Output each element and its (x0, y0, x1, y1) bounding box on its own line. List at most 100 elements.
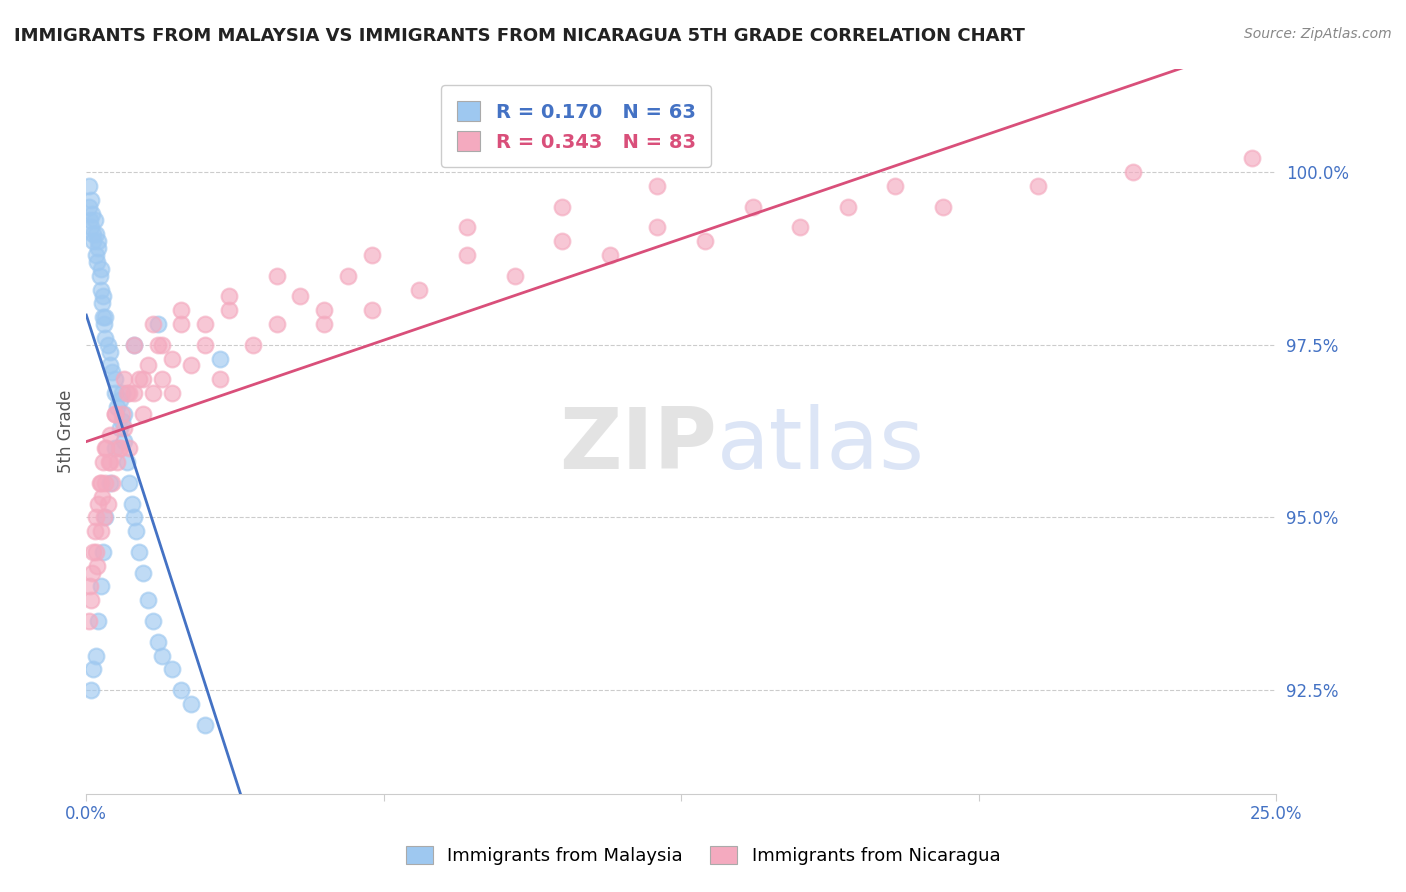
Point (105, 400, 128, 414)
Point (93, 317, 115, 331)
Point (84, 227, 107, 242)
Point (136, 593, 159, 607)
Point (77, 178, 100, 193)
Point (122, 386, 145, 401)
Point (91, 545, 114, 559)
Point (693, 234, 716, 248)
Point (87, 234, 110, 248)
Point (132, 566, 155, 580)
Point (314, 303, 336, 318)
Point (208, 351, 231, 366)
Point (80, 193, 103, 207)
Point (89, 475, 111, 490)
Point (1026, 178, 1049, 193)
Point (208, 372, 231, 386)
Point (90, 475, 112, 490)
Point (80, 593, 103, 607)
Point (97, 497, 120, 511)
Y-axis label: 5th Grade: 5th Grade (58, 390, 75, 473)
Point (94, 442, 117, 456)
Point (152, 338, 174, 352)
Point (160, 386, 183, 401)
Point (456, 248, 478, 262)
Point (837, 200, 859, 214)
Point (115, 455, 138, 469)
Point (132, 372, 155, 386)
Point (136, 359, 159, 373)
Point (104, 407, 127, 421)
Point (94, 331, 117, 345)
Point (1241, 151, 1264, 165)
Point (87, 241, 110, 255)
Point (180, 359, 202, 373)
Point (122, 338, 145, 352)
Point (194, 317, 217, 331)
Point (98, 359, 121, 373)
Point (551, 200, 574, 214)
Point (79, 213, 101, 227)
Point (456, 220, 478, 235)
Point (101, 365, 124, 379)
Point (91, 455, 114, 469)
Text: Source: ZipAtlas.com: Source: ZipAtlas.com (1244, 27, 1392, 41)
Point (82, 234, 104, 248)
Point (84, 510, 107, 524)
Point (83, 213, 105, 227)
Point (98, 344, 121, 359)
Point (266, 268, 288, 283)
Point (132, 407, 155, 421)
Point (194, 338, 217, 352)
Point (647, 178, 669, 193)
Point (90, 579, 112, 593)
Point (91, 310, 114, 325)
Point (122, 338, 145, 352)
Point (1122, 165, 1144, 179)
Point (180, 697, 202, 711)
Text: atlas: atlas (717, 404, 925, 487)
Point (86, 255, 108, 269)
Point (80, 683, 103, 698)
Point (111, 414, 134, 428)
Point (112, 434, 135, 449)
Point (647, 220, 669, 235)
Point (79, 579, 101, 593)
Point (87, 614, 110, 628)
Legend: Immigrants from Malaysia, Immigrants from Nicaragua: Immigrants from Malaysia, Immigrants fro… (396, 837, 1010, 874)
Point (112, 407, 135, 421)
Point (96, 442, 118, 456)
Point (94, 510, 117, 524)
Point (84, 648, 107, 663)
Legend: R = 0.170   N = 63, R = 0.343   N = 83: R = 0.170 N = 63, R = 0.343 N = 83 (441, 86, 711, 168)
Point (408, 283, 430, 297)
Point (108, 442, 131, 456)
Point (128, 372, 150, 386)
Point (360, 248, 382, 262)
Point (118, 442, 141, 456)
Point (314, 317, 336, 331)
Text: IMMIGRANTS FROM MALAYSIA VS IMMIGRANTS FROM NICARAGUA 5TH GRADE CORRELATION CHAR: IMMIGRANTS FROM MALAYSIA VS IMMIGRANTS F… (14, 27, 1025, 45)
Point (146, 634, 169, 648)
Point (98, 427, 121, 442)
Point (108, 442, 131, 456)
Point (146, 317, 169, 331)
Point (98, 455, 121, 469)
Point (82, 545, 104, 559)
Point (90, 490, 112, 504)
Point (90, 296, 112, 310)
Point (121, 497, 143, 511)
Point (218, 303, 240, 318)
Point (170, 303, 193, 318)
Point (84, 248, 107, 262)
Point (884, 178, 907, 193)
Point (108, 420, 131, 434)
Point (152, 648, 174, 663)
Point (152, 372, 174, 386)
Point (115, 386, 138, 401)
Point (218, 289, 240, 303)
Point (80, 220, 103, 235)
Point (104, 386, 127, 401)
Point (111, 386, 134, 401)
Point (242, 338, 264, 352)
Point (84, 545, 107, 559)
Point (91, 289, 114, 303)
